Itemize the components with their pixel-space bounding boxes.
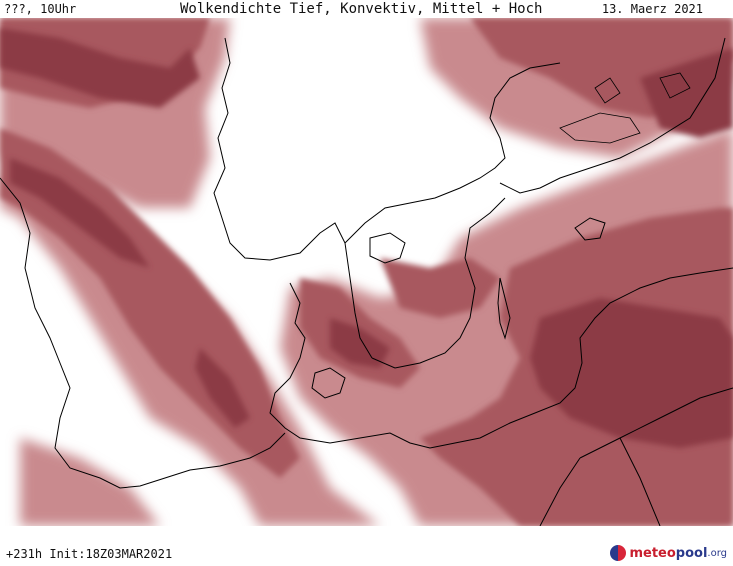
logo-text-pool: pool <box>675 545 708 561</box>
map-title: Wolkendichte Tief, Konvektiv, Mittel + H… <box>180 1 543 17</box>
meteopool-logo[interactable]: meteo pool .org <box>610 545 727 561</box>
cloud-density-map <box>0 18 733 526</box>
lakes <box>559 72 691 144</box>
logo-text-domain: .org <box>707 547 727 559</box>
logo-text-meteo: meteo <box>629 545 676 561</box>
meteopool-logo-icon <box>610 545 627 561</box>
valid-date: 13. Maerz 2021 <box>601 2 703 16</box>
coastlines <box>0 37 733 526</box>
cloud-layer-dense <box>0 28 733 448</box>
forecast-run-info: +231h Init:18Z03MAR2021 <box>6 547 173 561</box>
run-day-label: ???, 10Uhr <box>4 2 77 16</box>
